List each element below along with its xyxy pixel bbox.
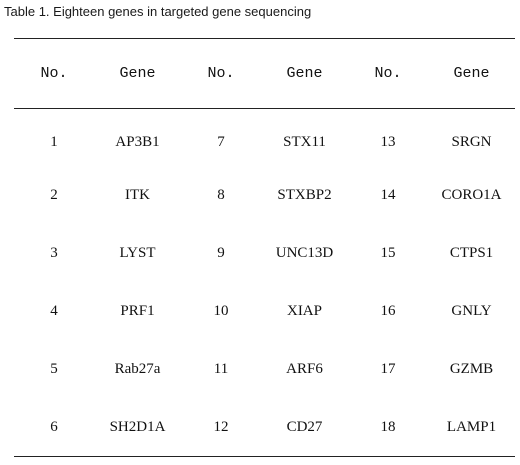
cell-no: 14 xyxy=(380,187,396,203)
table-row: 6 SH2D1A 12 CD27 18 LAMP1 xyxy=(14,398,515,457)
cell-gene: AP3B1 xyxy=(115,134,160,151)
table-header-row: No. Gene No. Gene No. Gene xyxy=(14,38,515,109)
cell-gene: ARF6 xyxy=(286,361,323,377)
cell-no: 7 xyxy=(217,134,225,151)
cell-gene: STX11 xyxy=(283,134,326,151)
cell-no: 10 xyxy=(213,303,229,319)
table-row: 1 AP3B1 7 STX11 13 SRGN xyxy=(14,109,515,167)
cell-no: 8 xyxy=(217,187,225,203)
cell-gene: CD27 xyxy=(261,398,348,457)
cell-gene: Rab27a xyxy=(114,361,161,377)
header-no-3: No. xyxy=(348,38,428,109)
cell-gene: CORO1A xyxy=(441,187,502,203)
table-row: 2 ITK 8 STXBP2 14 CORO1A xyxy=(14,167,515,225)
cell-gene: PRF1 xyxy=(120,303,155,319)
cell-no: 11 xyxy=(213,361,229,377)
cell-gene: GZMB xyxy=(449,361,494,377)
table-caption: Table 1. Eighteen genes in targeted gene… xyxy=(4,4,312,19)
cell-no: 4 xyxy=(50,303,58,319)
cell-gene: SH2D1A xyxy=(94,398,181,457)
header-gene-1: Gene xyxy=(94,38,181,109)
cell-gene: LYST xyxy=(119,245,156,261)
cell-no: 12 xyxy=(181,398,261,457)
cell-gene: UNC13D xyxy=(275,245,334,261)
cell-gene: SRGN xyxy=(451,134,492,151)
table-row: 3 LYST 9 UNC13D 15 CTPS1 xyxy=(14,225,515,283)
header-gene-3: Gene xyxy=(428,38,515,109)
cell-no: 13 xyxy=(380,134,396,151)
header-no-1: No. xyxy=(14,38,94,109)
cell-gene: STXBP2 xyxy=(277,187,332,203)
cell-no: 15 xyxy=(380,245,396,261)
cell-no: 1 xyxy=(50,134,58,151)
cell-gene: GNLY xyxy=(451,303,492,319)
table-row: 4 PRF1 10 XIAP 16 GNLY xyxy=(14,283,515,341)
gene-table: No. Gene No. Gene No. Gene 1 AP3B1 7 STX… xyxy=(14,38,515,457)
cell-gene: ITK xyxy=(125,187,150,203)
cell-gene: LAMP1 xyxy=(428,398,515,457)
cell-no: 9 xyxy=(217,245,225,261)
cell-no: 18 xyxy=(348,398,428,457)
cell-no: 16 xyxy=(380,303,396,319)
cell-no: 5 xyxy=(50,361,58,377)
cell-no: 6 xyxy=(14,398,94,457)
cell-no: 2 xyxy=(50,187,58,203)
cell-no: 17 xyxy=(380,361,396,377)
cell-no: 3 xyxy=(50,245,58,261)
cell-gene: XIAP xyxy=(286,303,322,319)
header-gene-2: Gene xyxy=(261,38,348,109)
table-row: 5 Rab27a 11 ARF6 17 GZMB xyxy=(14,341,515,399)
header-no-2: No. xyxy=(181,38,261,109)
cell-gene: CTPS1 xyxy=(449,245,494,261)
